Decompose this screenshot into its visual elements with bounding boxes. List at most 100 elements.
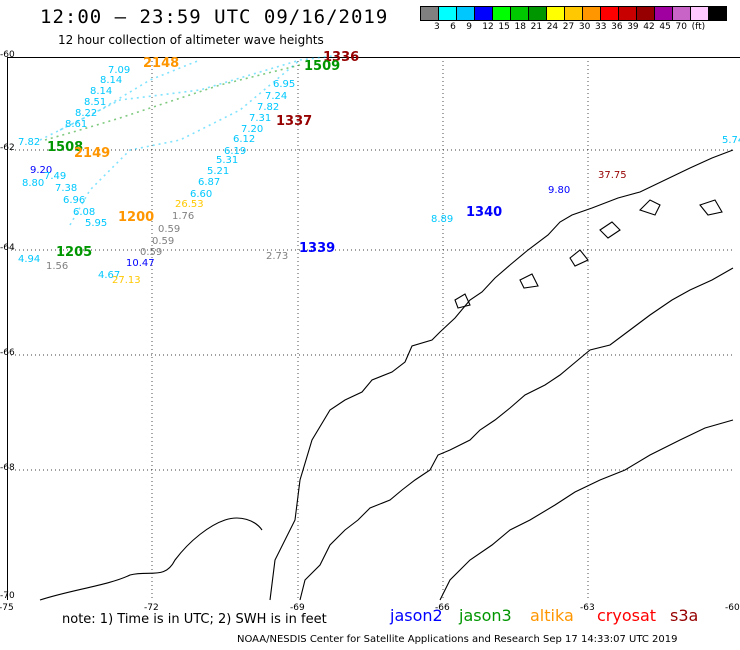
wave-height-label: 7.49 xyxy=(44,171,67,182)
scale-label: 6 xyxy=(450,22,456,32)
wave-height-label: 27.13 xyxy=(112,275,141,286)
wave-height-label: 4.67 xyxy=(98,270,121,281)
color-scale xyxy=(420,6,727,21)
satellite-track xyxy=(59,54,341,131)
footer-credit: NOAA/NESDIS Center for Satellite Applica… xyxy=(237,634,678,645)
wave-height-label: 6.19 xyxy=(224,146,247,157)
pass-time-label: 1339 xyxy=(299,241,336,256)
satellite-track xyxy=(39,59,201,141)
scale-label: 36 xyxy=(611,22,623,32)
scale-label: 45 xyxy=(659,22,671,32)
scale-label: 18 xyxy=(514,22,526,32)
wave-height-label: 8.14 xyxy=(100,75,123,86)
coastline-peninsula xyxy=(269,149,734,601)
lon-tick-label: -69 xyxy=(290,603,305,613)
wave-height-label: 0.59 xyxy=(140,247,163,258)
scale-label: 39 xyxy=(627,22,639,32)
wave-height-label: 6.08 xyxy=(73,207,96,218)
lon-tick-label: -75 xyxy=(0,603,14,613)
scale-label: 42 xyxy=(643,22,655,32)
lon-tick-label: -60 xyxy=(725,603,740,613)
legend-item-jason2: jason2 xyxy=(390,606,443,625)
lon-tick-label: -63 xyxy=(580,603,595,613)
scale-label: 30 xyxy=(578,22,591,32)
wave-height-label: 8.61 xyxy=(65,119,88,130)
wave-height-label: 8.14 xyxy=(90,86,113,97)
wave-height-label: 5.31 xyxy=(216,155,239,166)
pass-time-label: 1509 xyxy=(304,59,341,74)
lat-tick-label: -66 xyxy=(0,348,15,358)
wave-height-label: 7.09 xyxy=(108,65,131,76)
wave-height-label: 7.82 xyxy=(257,102,280,113)
wave-height-label: 10.47 xyxy=(126,258,155,269)
footer-note: note: 1) Time is in UTC; 2) SWH is in fe… xyxy=(62,612,327,627)
pass-time-label: 1337 xyxy=(276,114,313,129)
legend-item-s3a: s3a xyxy=(670,606,699,625)
page-title: 12:00 — 23:59 UTC 09/16/2019 xyxy=(40,6,389,28)
wave-height-label: 7.31 xyxy=(249,113,272,124)
satellite-track xyxy=(44,64,301,141)
pass-time-label: 1205 xyxy=(56,245,93,260)
wave-height-label: 4.94 xyxy=(18,254,41,265)
lat-tick-label: -70 xyxy=(0,591,15,601)
scale-swatch xyxy=(708,6,727,21)
legend-item-jason3: jason3 xyxy=(459,606,512,625)
wave-height-label: 5.21 xyxy=(207,166,230,177)
coastline-islands-west xyxy=(39,517,263,601)
wave-height-label: 5.74 xyxy=(722,135,740,146)
lat-tick-label: -68 xyxy=(0,463,15,473)
scale-label: (ft) xyxy=(691,22,706,32)
scale-label: 15 xyxy=(498,22,510,32)
legend-item-altika: altika xyxy=(530,606,574,625)
wave-height-label: 7.20 xyxy=(241,124,264,135)
map-frame xyxy=(7,57,740,600)
lon-tick-label: -66 xyxy=(435,603,450,613)
legend-item-cryosat: cryosat xyxy=(597,606,657,625)
scale-label: 33 xyxy=(595,22,607,32)
pass-time-label: 1336 xyxy=(323,50,360,65)
wave-height-label: 37.75 xyxy=(598,170,627,181)
wave-height-label: 6.96 xyxy=(63,195,86,206)
wave-height-label: 1.56 xyxy=(46,261,69,272)
scale-label: 27 xyxy=(562,22,575,32)
wave-height-label: 26.53 xyxy=(175,199,204,210)
wave-height-label: 0.59 xyxy=(158,224,181,235)
wave-height-label: 8.51 xyxy=(84,97,107,108)
pass-time-label: 2148 xyxy=(143,56,180,71)
wave-height-label: 5.95 xyxy=(85,218,108,229)
lat-tick-label: -64 xyxy=(0,243,15,253)
wave-height-label: 6.87 xyxy=(198,177,221,188)
wave-height-label: 1.76 xyxy=(172,211,195,222)
wave-height-label: 6.95 xyxy=(273,79,296,90)
wave-height-label: 2.73 xyxy=(266,251,289,262)
wave-height-label: 8.89 xyxy=(431,214,454,225)
coastline-islands-north xyxy=(454,199,723,309)
wave-height-label: 8.80 xyxy=(22,178,45,189)
scale-label: 12 xyxy=(482,22,494,32)
wave-height-label: 9.20 xyxy=(30,165,53,176)
lon-tick-label: -72 xyxy=(144,603,159,613)
pass-time-label: 2149 xyxy=(74,146,111,161)
lat-tick-label: -60 xyxy=(0,50,15,60)
wave-height-label: 7.38 xyxy=(55,183,78,194)
wave-height-label: 9.80 xyxy=(548,185,571,196)
coastline-south xyxy=(439,419,734,601)
scale-label: 24 xyxy=(546,22,559,32)
page-subtitle: 12 hour collection of altimeter wave hei… xyxy=(58,33,324,47)
wave-height-label: 7.82 xyxy=(18,137,41,148)
wave-height-label: 8.22 xyxy=(75,108,98,119)
pass-time-label: 1508 xyxy=(47,140,84,155)
scale-label: 9 xyxy=(466,22,472,32)
scale-label: 21 xyxy=(530,22,543,32)
pass-time-label: 1340 xyxy=(466,205,503,220)
wave-height-label: 6.60 xyxy=(190,189,213,200)
wave-height-label: 0.59 xyxy=(152,236,175,247)
scale-label: 70 xyxy=(675,22,687,32)
wave-height-label: 7.24 xyxy=(265,91,288,102)
coastline-inland xyxy=(299,267,734,601)
scale-label: 3 xyxy=(434,22,440,32)
lat-tick-label: -62 xyxy=(0,143,15,153)
pass-time-label: 1200 xyxy=(118,210,155,225)
wave-height-label: 6.12 xyxy=(233,134,256,145)
